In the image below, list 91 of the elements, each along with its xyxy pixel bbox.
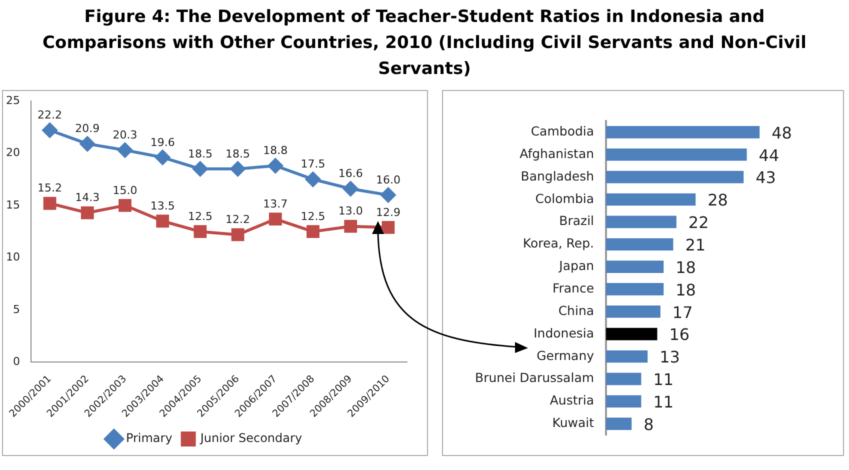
y-tick-label: France [552, 280, 594, 296]
data-label: 44 [758, 146, 780, 165]
data-label: 11 [653, 370, 674, 390]
data-label: 43 [756, 168, 776, 188]
point [118, 199, 132, 212]
data-label: 12.5 [188, 210, 212, 223]
bar [606, 126, 760, 138]
data-label: 13.5 [150, 199, 175, 212]
data-label: 19.6 [150, 136, 175, 149]
data-label: 21 [685, 236, 706, 255]
data-label: 16.6 [338, 167, 363, 180]
data-label: 16 [669, 325, 690, 344]
y-tick-label: Japan [558, 258, 594, 274]
bar [606, 238, 674, 251]
data-label: 13.7 [263, 197, 288, 210]
data-label: 18 [676, 280, 696, 300]
bar [606, 216, 676, 228]
bar [606, 148, 747, 161]
y-tick-label: 15 [6, 198, 20, 212]
y-tick-label: Korea, Rep. [522, 236, 594, 251]
point [230, 161, 246, 176]
bar [606, 372, 642, 386]
bar [606, 305, 660, 318]
point [80, 136, 95, 152]
point [343, 181, 358, 196]
y-tick-label: Brazil [559, 213, 594, 228]
data-label: 12.5 [300, 210, 326, 223]
bar [606, 350, 648, 363]
data-label: 28 [708, 190, 728, 210]
point [306, 172, 320, 187]
data-label: 22.2 [38, 108, 62, 122]
y-tick-label: Afghanistan [520, 146, 594, 161]
data-label: 15.2 [38, 182, 62, 195]
data-label: 17.5 [300, 158, 326, 171]
data-label: 8 [644, 414, 654, 434]
data-label: 48 [772, 123, 792, 142]
bar [606, 170, 744, 184]
y-tick-label: 0 [12, 355, 20, 368]
point [344, 220, 358, 233]
point [382, 220, 395, 234]
point [306, 225, 320, 238]
y-tick-label: Indonesia [534, 325, 594, 340]
bar [606, 395, 642, 408]
point [156, 214, 170, 228]
y-tick-label: Germany [536, 348, 595, 363]
data-label: 15.0 [112, 184, 138, 197]
bar [606, 328, 658, 340]
data-label: 22 [688, 213, 709, 232]
y-tick-label: Austria [550, 392, 594, 408]
chart-title: Figure 4: The Development of Teacher-Student Ratios in Indonesia and Comparisons with Other Countries, 2010 (Including Civil Servants and Non-Civil Servants) [42, 6, 808, 81]
y-tick-label: Cambodia [530, 123, 594, 138]
data-label: 14.3 [75, 191, 100, 204]
y-tick-label: Brunei Darussalam [474, 370, 594, 386]
y-tick-label: Colombia [535, 190, 594, 206]
legend-label: Junior Secondary [199, 431, 302, 446]
legend-label: Primary [126, 431, 172, 446]
y-tick-label: Bangladesh [520, 168, 594, 184]
data-label: 12.9 [376, 206, 400, 219]
bar [606, 283, 664, 296]
bar [606, 260, 664, 273]
y-tick-label: 10 [6, 250, 20, 264]
point [268, 158, 283, 174]
point [80, 206, 94, 220]
bar [606, 418, 632, 430]
point [380, 188, 396, 203]
y-tick-label: China [558, 302, 594, 318]
point [194, 225, 207, 238]
data-label: 11 [653, 392, 674, 412]
y-tick-label: 5 [12, 302, 20, 316]
data-label: 12.2 [226, 213, 250, 226]
point [155, 150, 170, 165]
data-label: 18.8 [263, 144, 288, 158]
y-tick-label: 20 [6, 146, 20, 160]
y-tick-label: Kuwait [552, 415, 594, 430]
data-label: 20.3 [112, 128, 138, 142]
data-label: 13.0 [338, 204, 363, 218]
data-label: 20.9 [75, 122, 100, 136]
data-label: 16.0 [376, 173, 400, 186]
bar [606, 193, 696, 206]
data-label: 18.5 [226, 147, 250, 160]
point [118, 142, 132, 158]
point [231, 228, 244, 242]
data-label: 13 [660, 348, 680, 367]
data-label: 17 [672, 302, 693, 322]
data-label: 18 [676, 258, 696, 277]
point [42, 122, 58, 138]
point [268, 212, 282, 226]
point [192, 161, 208, 176]
data-label: 18.5 [188, 147, 212, 160]
y-tick-label: 25 [6, 94, 20, 107]
point [43, 196, 56, 210]
